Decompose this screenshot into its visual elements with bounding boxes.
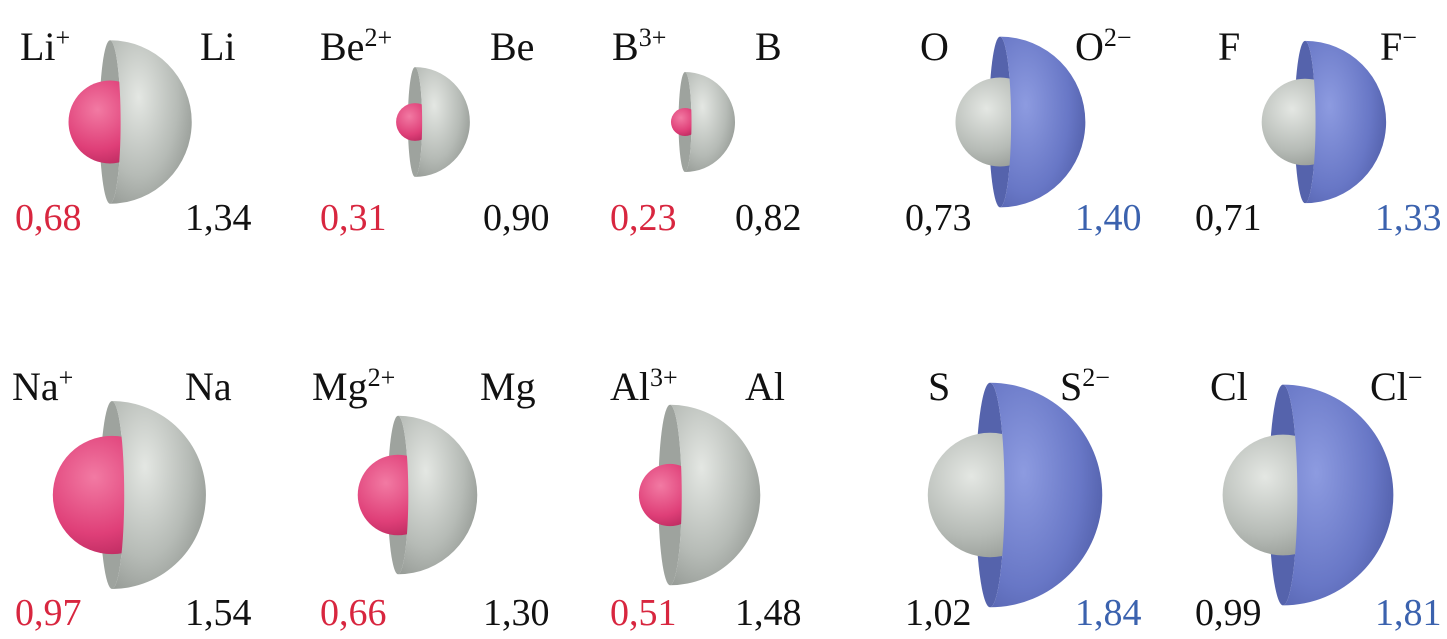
element-symbol: O [920,24,949,69]
element-label: Al3+ [610,363,678,409]
radius-value: 0,66 [320,592,387,634]
element-label: S [928,364,950,409]
element-symbol: Cl [1370,364,1408,409]
radius-value: 0,68 [15,197,82,239]
element-symbol: Mg [480,364,536,409]
outer-hemisphere [1000,37,1085,208]
element-label: Be [490,24,534,69]
element-symbol: Li [200,24,236,69]
radius-value: 0,73 [905,197,972,239]
outer-hemisphere [990,383,1102,607]
radius-value: 1,48 [735,592,802,634]
element-label: B [755,24,782,69]
element-label: Cl [1210,364,1248,409]
radius-value: 0,31 [320,197,387,239]
element-label: F [1218,24,1240,69]
charge: 3+ [639,23,667,52]
radius-value: 1,84 [1075,592,1142,634]
outer-hemisphere [415,67,470,177]
element-symbol: Be [320,24,364,69]
radius-value: 0,51 [610,592,677,634]
ionic-radii-diagram: Li+0,68Li1,34Be2+0,31Be0,90B3+0,23B0,82O… [0,0,1447,639]
element-label: Na [185,364,232,409]
outer-hemisphere [670,405,760,586]
element-label: Li+ [20,23,70,69]
element-symbol: S [928,364,950,409]
element-label: Mg2+ [312,363,395,409]
radius-value: 1,33 [1375,197,1442,239]
element-symbol: Li [20,24,56,69]
element-label: Cl− [1370,363,1422,409]
charge: − [1402,23,1417,52]
radius-value: 1,34 [185,197,252,239]
element-label: O2− [1075,23,1132,69]
element-symbol: Cl [1210,364,1248,409]
charge: 2− [1104,23,1132,52]
radius-value: 1,02 [905,592,972,634]
element-label: B3+ [612,23,666,69]
element-symbol: Al [745,364,785,409]
outer-hemisphere [112,401,206,589]
radius-value: 1,81 [1375,592,1442,634]
radius-value: 0,82 [735,197,802,239]
element-label: Be2+ [320,23,392,69]
outer-hemisphere [685,72,735,172]
element-label: Mg [480,364,536,409]
element-label: Al [745,364,785,409]
element-symbol: Al [610,364,650,409]
outer-hemisphere [1305,41,1386,203]
charge: 2+ [368,363,396,392]
charge: 2+ [364,23,392,52]
charge: + [59,363,74,392]
element-label: O [920,24,949,69]
element-symbol: B [612,24,639,69]
outer-hemisphere [1283,385,1393,606]
element-symbol: F [1380,24,1402,69]
element-label: F− [1380,23,1417,69]
element-symbol: Be [490,24,534,69]
radius-value: 0,71 [1195,197,1262,239]
radius-value: 0,90 [483,197,550,239]
charge: 3+ [650,363,678,392]
charge: 2− [1082,363,1110,392]
element-label: Na+ [12,363,73,409]
radius-value: 1,40 [1075,197,1142,239]
radius-value: 0,97 [15,592,82,634]
outer-hemisphere [398,416,477,575]
element-label: Li [200,24,236,69]
radius-value: 1,30 [483,592,550,634]
element-symbol: Na [185,364,232,409]
charge: + [56,23,71,52]
element-symbol: S [1060,364,1082,409]
element-symbol: Na [12,364,59,409]
radius-value: 0,99 [1195,592,1262,634]
element-symbol: F [1218,24,1240,69]
charge: − [1408,363,1423,392]
element-symbol: Mg [312,364,368,409]
element-symbol: B [755,24,782,69]
radius-value: 1,54 [185,592,252,634]
radius-value: 0,23 [610,197,677,239]
element-symbol: O [1075,24,1104,69]
element-label: S2− [1060,363,1110,409]
